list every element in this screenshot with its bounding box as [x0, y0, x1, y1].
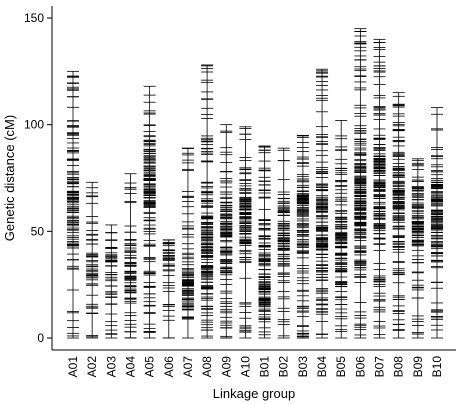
- linkage-group-b09: B09: [411, 158, 425, 378]
- x-tick-label: B01: [258, 356, 272, 378]
- x-tick-label: A03: [104, 356, 118, 378]
- linkage-group-b07: B07: [373, 38, 387, 378]
- linkage-group-a09: A09: [219, 124, 233, 378]
- linkage-group-a10: A10: [238, 126, 252, 378]
- linkage-group-a06: A06: [162, 239, 176, 378]
- linkage-group-b03: B03: [296, 134, 310, 378]
- x-tick-label: A05: [143, 356, 157, 378]
- x-tick-label: B02: [277, 356, 291, 378]
- x-tick-label: B09: [411, 356, 425, 378]
- x-tick-label: A06: [162, 356, 176, 378]
- y-tick-label: 50: [31, 224, 45, 238]
- linkage-group-b06: B06: [353, 28, 367, 378]
- x-tick-label: A04: [123, 356, 137, 378]
- linkage-group-a03: A03: [104, 224, 118, 378]
- x-tick-label: A08: [200, 356, 214, 378]
- linkage-groups: A01 A02 A03 A04 A05 A06 A07 A08 A09 A10 B01 B02 B03 B…: [66, 28, 444, 378]
- linkage-group-a05: A05: [143, 85, 157, 378]
- linkage-group-a07: A07: [181, 147, 195, 378]
- x-tick-label: A02: [85, 356, 99, 378]
- x-axis-title: Linkage group: [213, 386, 295, 401]
- x-tick-label: A09: [219, 356, 233, 378]
- axes-group: 0 50 100 150: [24, 6, 456, 351]
- linkage-group-b10: B10: [430, 107, 444, 378]
- y-axis-title: Genetic distance (cM): [2, 115, 17, 241]
- x-tick-label: B03: [296, 356, 310, 378]
- linkage-group-b02: B02: [277, 147, 291, 378]
- x-tick-label: B07: [373, 356, 387, 378]
- linkage-group-b01: B01: [258, 145, 272, 378]
- linkage-group-a01: A01: [66, 70, 80, 378]
- linkage-group-a04: A04: [123, 173, 137, 378]
- linkage-group-b05: B05: [334, 120, 348, 377]
- x-tick-label: B08: [392, 356, 406, 378]
- x-tick-label: A10: [238, 356, 252, 378]
- y-tick-label: 100: [24, 118, 44, 132]
- y-tick-label: 150: [24, 11, 44, 25]
- linkage-group-b04: B04: [315, 68, 329, 378]
- linkage-group-a08: A08: [200, 64, 214, 378]
- x-tick-label: B04: [315, 356, 329, 378]
- y-tick-label: 0: [37, 331, 44, 345]
- x-tick-label: A01: [66, 356, 80, 378]
- linkage-group-a02: A02: [85, 181, 99, 378]
- x-tick-label: B05: [334, 356, 348, 378]
- linkage-group-b08: B08: [392, 92, 406, 378]
- x-tick-label: B06: [353, 356, 367, 378]
- x-tick-label: B10: [430, 356, 444, 378]
- x-tick-label: A07: [181, 356, 195, 378]
